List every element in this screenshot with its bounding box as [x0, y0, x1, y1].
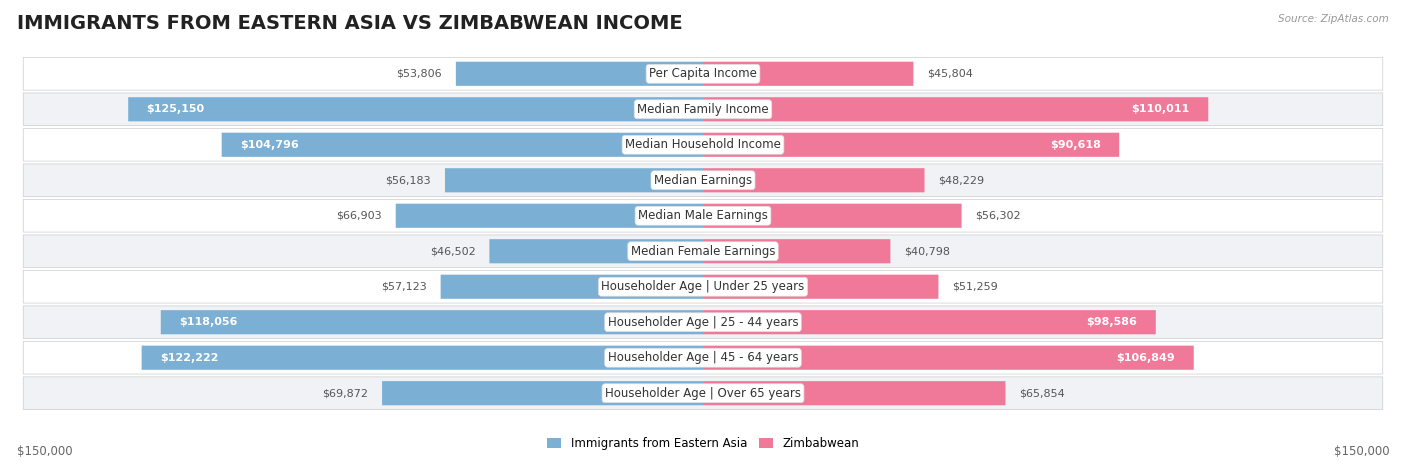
Text: $106,849: $106,849 [1116, 353, 1175, 363]
FancyBboxPatch shape [24, 93, 1382, 126]
Text: $150,000: $150,000 [17, 445, 73, 458]
Text: Median Household Income: Median Household Income [626, 138, 780, 151]
FancyBboxPatch shape [489, 239, 703, 263]
FancyBboxPatch shape [703, 62, 914, 86]
FancyBboxPatch shape [440, 275, 703, 299]
FancyBboxPatch shape [395, 204, 703, 228]
FancyBboxPatch shape [24, 164, 1382, 197]
FancyBboxPatch shape [703, 310, 1156, 334]
FancyBboxPatch shape [456, 62, 703, 86]
Text: $69,872: $69,872 [322, 388, 368, 398]
Text: $40,798: $40,798 [904, 246, 950, 256]
Text: Median Male Earnings: Median Male Earnings [638, 209, 768, 222]
Text: $66,903: $66,903 [336, 211, 382, 221]
Text: $46,502: $46,502 [430, 246, 475, 256]
Text: Per Capita Income: Per Capita Income [650, 67, 756, 80]
Text: $48,229: $48,229 [938, 175, 984, 185]
Text: $51,259: $51,259 [952, 282, 998, 292]
FancyBboxPatch shape [24, 128, 1382, 161]
Text: $98,586: $98,586 [1087, 317, 1137, 327]
Text: Median Female Earnings: Median Female Earnings [631, 245, 775, 258]
FancyBboxPatch shape [703, 204, 962, 228]
FancyBboxPatch shape [222, 133, 703, 157]
Text: $57,123: $57,123 [381, 282, 427, 292]
FancyBboxPatch shape [444, 168, 703, 192]
Text: Householder Age | 45 - 64 years: Householder Age | 45 - 64 years [607, 351, 799, 364]
FancyBboxPatch shape [703, 381, 1005, 405]
Text: $56,302: $56,302 [976, 211, 1021, 221]
Text: IMMIGRANTS FROM EASTERN ASIA VS ZIMBABWEAN INCOME: IMMIGRANTS FROM EASTERN ASIA VS ZIMBABWE… [17, 14, 682, 33]
Text: Householder Age | 25 - 44 years: Householder Age | 25 - 44 years [607, 316, 799, 329]
FancyBboxPatch shape [24, 199, 1382, 232]
FancyBboxPatch shape [128, 97, 703, 121]
Text: $122,222: $122,222 [160, 353, 218, 363]
Text: Householder Age | Over 65 years: Householder Age | Over 65 years [605, 387, 801, 400]
Text: $104,796: $104,796 [240, 140, 299, 150]
Text: $53,806: $53,806 [396, 69, 441, 79]
Text: $150,000: $150,000 [1333, 445, 1389, 458]
Text: Source: ZipAtlas.com: Source: ZipAtlas.com [1278, 14, 1389, 24]
Text: $125,150: $125,150 [146, 104, 205, 114]
Text: $90,618: $90,618 [1050, 140, 1101, 150]
Text: $65,854: $65,854 [1019, 388, 1064, 398]
Text: $56,183: $56,183 [385, 175, 432, 185]
Text: Median Family Income: Median Family Income [637, 103, 769, 116]
Legend: Immigrants from Eastern Asia, Zimbabwean: Immigrants from Eastern Asia, Zimbabwean [543, 432, 863, 455]
FancyBboxPatch shape [703, 275, 938, 299]
FancyBboxPatch shape [382, 381, 703, 405]
FancyBboxPatch shape [24, 235, 1382, 268]
FancyBboxPatch shape [24, 57, 1382, 90]
FancyBboxPatch shape [24, 270, 1382, 303]
FancyBboxPatch shape [24, 306, 1382, 339]
Text: $45,804: $45,804 [927, 69, 973, 79]
Text: Median Earnings: Median Earnings [654, 174, 752, 187]
FancyBboxPatch shape [703, 133, 1119, 157]
FancyBboxPatch shape [703, 239, 890, 263]
FancyBboxPatch shape [703, 97, 1208, 121]
Text: Householder Age | Under 25 years: Householder Age | Under 25 years [602, 280, 804, 293]
FancyBboxPatch shape [24, 341, 1382, 374]
FancyBboxPatch shape [24, 377, 1382, 410]
FancyBboxPatch shape [160, 310, 703, 334]
FancyBboxPatch shape [703, 346, 1194, 370]
FancyBboxPatch shape [142, 346, 703, 370]
Text: $110,011: $110,011 [1132, 104, 1189, 114]
Text: $118,056: $118,056 [179, 317, 238, 327]
FancyBboxPatch shape [703, 168, 925, 192]
